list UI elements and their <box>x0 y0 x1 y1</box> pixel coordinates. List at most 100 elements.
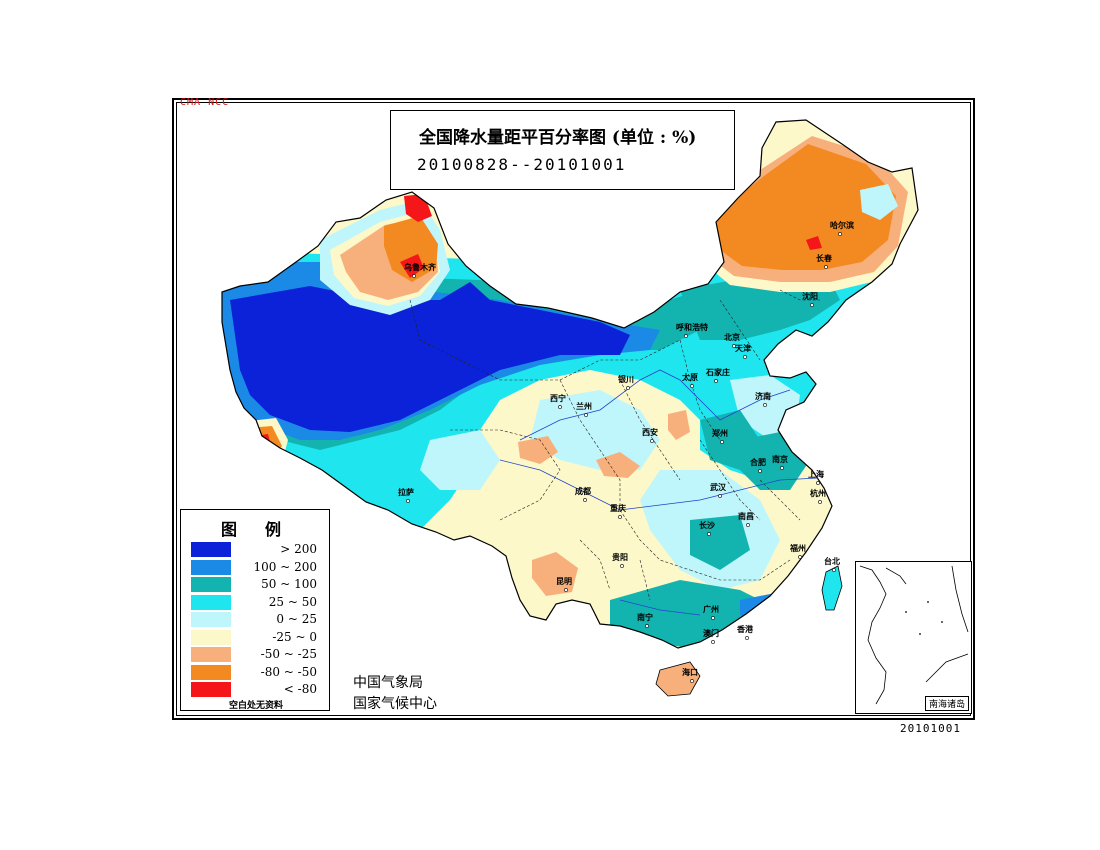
south-china-sea-inset: 南海诸岛 <box>855 561 972 714</box>
city-label: 郑州 <box>712 428 728 438</box>
city-label: 昆明 <box>556 576 572 586</box>
city-label: 重庆 <box>610 503 626 513</box>
legend-label: -50 ~ -25 <box>260 647 317 661</box>
city-marker: 南京 <box>772 454 788 470</box>
city-marker: 西宁 <box>550 393 566 409</box>
city-label: 澳门 <box>703 628 719 638</box>
city-label: 银川 <box>617 374 634 384</box>
legend-swatch <box>191 612 231 627</box>
city-label: 南昌 <box>738 511 754 521</box>
city-dot <box>564 588 568 592</box>
map-date: 20101001 <box>900 722 961 735</box>
legend-item: 100 ~ 200 <box>191 559 321 576</box>
legend-label: 0 ~ 25 <box>276 612 317 626</box>
city-marker: 澳门 <box>703 628 719 644</box>
city-dot <box>720 440 724 444</box>
city-label: 长春 <box>816 253 832 263</box>
city-label: 西安 <box>642 427 658 437</box>
city-marker: 郑州 <box>712 428 728 444</box>
city-label: 西宁 <box>550 393 566 403</box>
legend-item: < -80 <box>191 682 321 698</box>
legend-item: -80 ~ -50 <box>191 664 321 681</box>
city-label: 呼和浩特 <box>676 322 708 332</box>
city-label: 北京 <box>724 332 740 342</box>
city-dot <box>584 413 588 417</box>
city-label: 合肥 <box>749 457 766 467</box>
legend-label: < -80 <box>283 682 317 696</box>
legend-swatch <box>191 682 231 697</box>
legend-swatch <box>191 647 231 662</box>
legend-swatch <box>191 577 231 592</box>
city-marker: 拉萨 <box>398 487 414 503</box>
city-label: 天津 <box>735 343 751 353</box>
city-dot <box>711 640 715 644</box>
city-dot <box>718 494 722 498</box>
title-box: 全国降水量距平百分率图 (单位 : %) 20100828--20101001 <box>390 110 735 190</box>
legend-swatch <box>191 629 231 645</box>
city-marker: 长春 <box>816 253 832 269</box>
map-inner-frame <box>176 102 971 716</box>
city-dot <box>810 303 814 307</box>
city-marker: 福州 <box>789 543 806 559</box>
legend-label: 50 ~ 100 <box>261 577 317 591</box>
city-marker: 杭州 <box>810 488 826 504</box>
city-dot <box>558 405 562 409</box>
map-period: 20100828--20101001 <box>417 155 627 174</box>
city-marker: 海口 <box>682 667 698 683</box>
legend-item: 25 ~ 50 <box>191 594 321 611</box>
city-label: 长沙 <box>699 520 715 530</box>
rivers <box>499 369 819 616</box>
city-dot <box>732 344 736 348</box>
legend-title: 图例 <box>221 520 310 539</box>
legend-swatch <box>191 559 231 575</box>
city-dot <box>743 355 747 359</box>
city-marker: 昆明 <box>556 576 572 592</box>
inset-label: 南海诸岛 <box>924 696 969 711</box>
city-marker: 济南 <box>755 391 771 407</box>
city-label: 香港 <box>736 624 754 634</box>
legend-label: 25 ~ 50 <box>268 594 317 609</box>
city-marker: 乌鲁木齐 <box>404 262 437 278</box>
city-dot <box>406 499 410 503</box>
city-dot <box>626 386 630 390</box>
legend-item: -25 ~ 0 <box>191 629 321 646</box>
city-label: 哈尔滨 <box>830 220 854 230</box>
legend-note: 空白处无资料 <box>228 701 283 711</box>
city-dot <box>824 265 828 269</box>
corner-tag: CMA NCC <box>180 97 230 108</box>
legend-item: -50 ~ -25 <box>191 647 321 663</box>
city-marker: 太原 <box>681 372 698 388</box>
city-label: 南宁 <box>637 612 653 622</box>
city-marker: 西安 <box>642 427 658 443</box>
legend-swatch <box>191 594 231 610</box>
legend-label: -25 ~ 0 <box>272 629 317 644</box>
city-dot <box>412 274 416 278</box>
city-dot <box>711 616 715 620</box>
city-label: 南京 <box>772 454 788 464</box>
city-marker: 香港 <box>736 624 754 640</box>
city-marker: 兰州 <box>576 401 592 417</box>
city-dot <box>690 384 694 388</box>
city-dot <box>583 498 587 502</box>
city-marker: 沈阳 <box>802 291 818 307</box>
city-marker: 南昌 <box>738 511 754 527</box>
city-label: 武汉 <box>710 482 727 492</box>
city-dot <box>798 555 802 559</box>
legend-label: 100 ~ 200 <box>253 559 318 574</box>
city-dot <box>832 568 836 572</box>
agency-center: 国家气候中心 <box>353 696 437 712</box>
city-dot <box>758 469 762 473</box>
city-label: 拉萨 <box>398 487 414 497</box>
city-dot <box>816 481 820 485</box>
city-dot <box>745 636 749 640</box>
city-marker: 重庆 <box>610 503 626 519</box>
city-dot <box>684 334 688 338</box>
city-dot <box>780 466 784 470</box>
city-marker: 银川 <box>617 374 634 390</box>
city-dot <box>818 500 822 504</box>
city-marker: 合肥 <box>749 457 766 473</box>
city-label: 贵阳 <box>612 552 628 562</box>
city-label: 太原 <box>681 372 698 382</box>
map-title: 全国降水量距平百分率图 (单位 : %) <box>419 128 697 148</box>
inset-map <box>859 565 969 705</box>
